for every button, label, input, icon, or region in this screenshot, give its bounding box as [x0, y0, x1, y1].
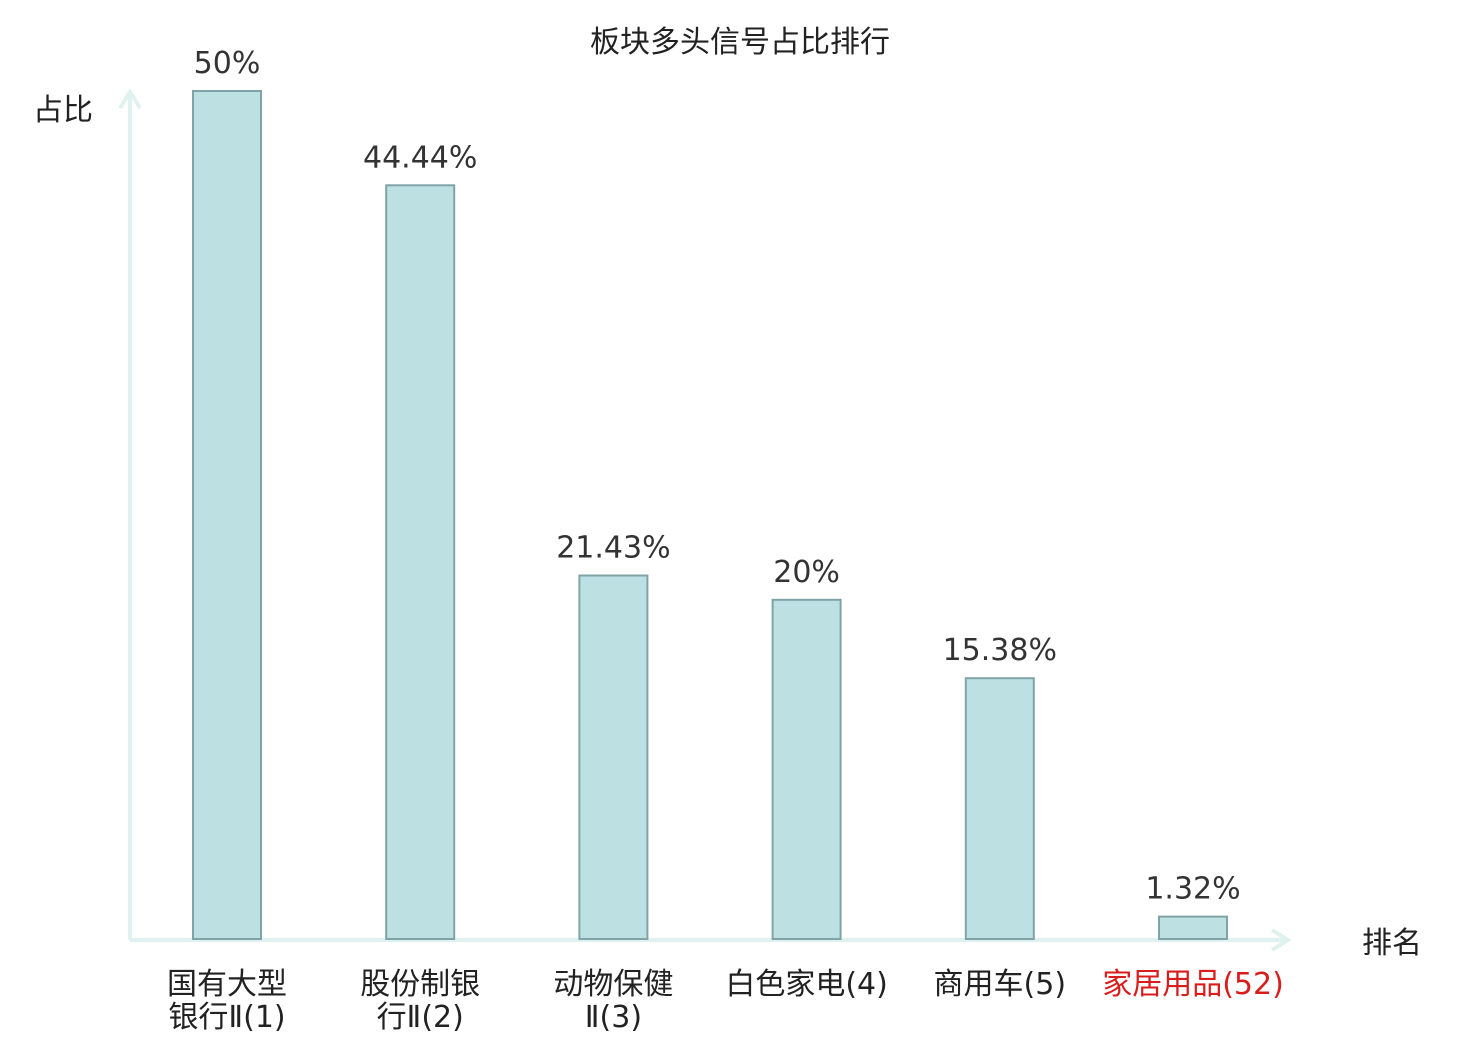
bar [385, 184, 456, 941]
category-label: 股份制银 [360, 967, 480, 1002]
bar-value-label: 21.43% [556, 531, 670, 566]
bar [1158, 915, 1228, 940]
category-label: 行Ⅱ(2) [377, 1000, 464, 1035]
bar-value-label: 20% [773, 555, 840, 590]
bar [192, 90, 262, 940]
y-axis-label: 占比 [33, 93, 93, 128]
category-label: 国有大型 [167, 967, 287, 1002]
category-label: 白色家电(4) [725, 967, 888, 1002]
bar-value-label: 50% [194, 46, 261, 81]
category-label: 商用车(5) [934, 967, 1067, 1002]
bar-value-label: 15.38% [943, 633, 1057, 668]
value-labels-group: 50% 44.44% 21.43% 20% 15.38% 1.32% [194, 46, 1241, 907]
x-axis-label: 排名 [1362, 926, 1422, 961]
bars-group [192, 90, 1228, 941]
bar-value-label: 1.32% [1145, 872, 1240, 907]
x-axis-arrow [1270, 928, 1292, 952]
category-label: 银行Ⅱ(1) [168, 1000, 285, 1035]
bar [964, 677, 1035, 940]
chart-title: 板块多头信号占比排行 [590, 25, 890, 60]
bar [578, 574, 649, 940]
axes [118, 88, 1292, 952]
category-label: 家居用品(52) [1102, 967, 1284, 1002]
y-axis-arrow [118, 88, 142, 110]
bar [771, 598, 842, 940]
category-label: Ⅱ(3) [585, 1000, 642, 1035]
category-label: 动物保健 [553, 967, 673, 1002]
bar-value-label: 44.44% [363, 140, 477, 175]
